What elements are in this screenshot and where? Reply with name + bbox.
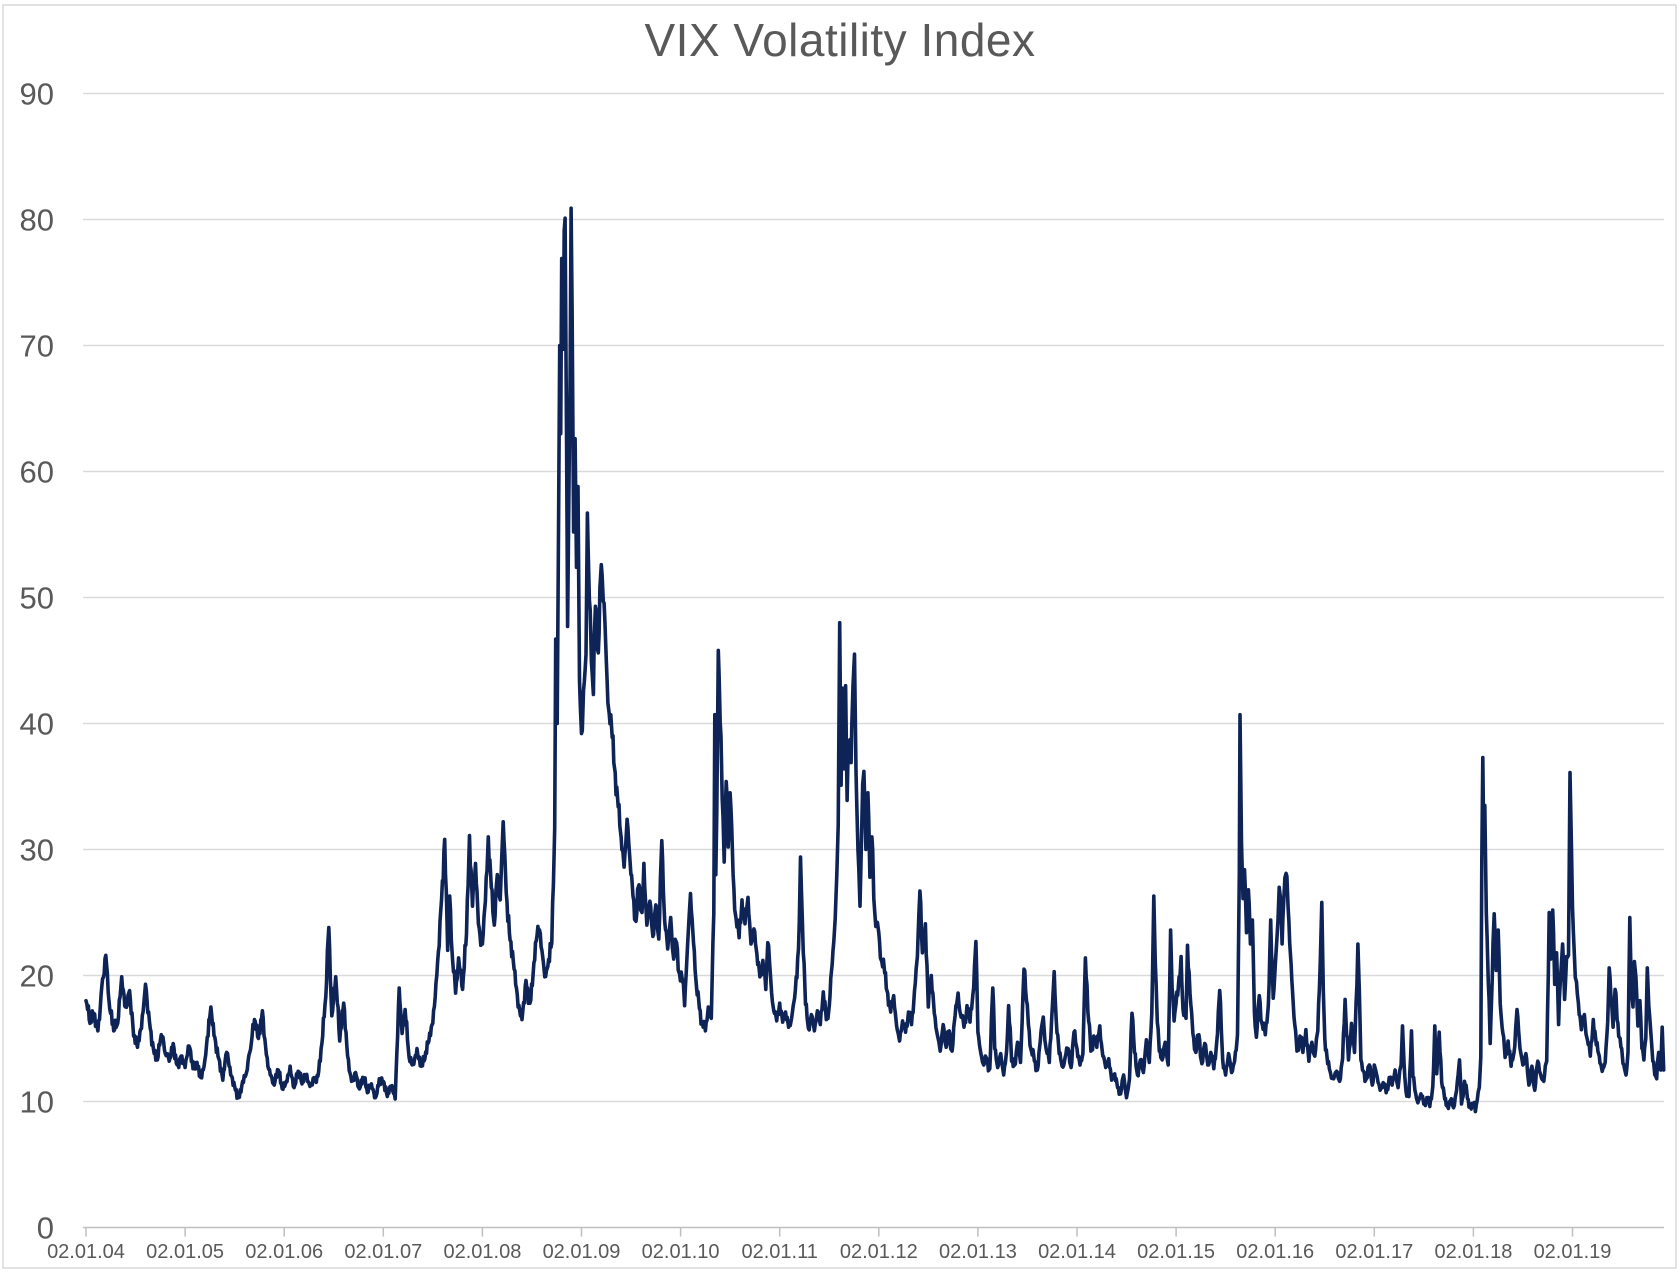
y-axis-tick-label: 20 xyxy=(20,959,54,994)
x-axis-tick-label: 02.01.19 xyxy=(1534,1241,1612,1263)
y-axis-tick-label: 70 xyxy=(20,329,54,364)
x-axis-tick-label: 02.01.18 xyxy=(1434,1241,1512,1263)
y-axis-tick-label: 30 xyxy=(20,833,54,868)
y-axis-tick-label: 40 xyxy=(20,707,54,742)
y-axis-tick-label: 90 xyxy=(20,77,54,112)
x-axis-tick-label: 02.01.11 xyxy=(742,1241,818,1263)
x-axis-tick-label: 02.01.10 xyxy=(642,1241,720,1263)
chart-title: VIX Volatility Index xyxy=(644,14,1036,66)
x-axis-tick-label: 02.01.05 xyxy=(146,1241,224,1263)
y-axis-tick-label: 10 xyxy=(20,1085,54,1120)
y-axis-tick-label: 50 xyxy=(20,581,54,616)
y-axis-tick-label: 60 xyxy=(20,455,54,490)
x-axis-tick-label: 02.01.06 xyxy=(245,1241,323,1263)
vix-series-line xyxy=(84,206,1666,1114)
y-axis-tick-label: 80 xyxy=(20,203,54,238)
chart-frame xyxy=(2,4,1677,1269)
y-axis-tick-label: 0 xyxy=(37,1211,54,1246)
x-axis-tick-label: 02.01.13 xyxy=(939,1241,1017,1263)
x-axis-tick-label: 02.01.04 xyxy=(47,1241,125,1263)
x-axis-tick-label: 02.01.09 xyxy=(543,1241,621,1263)
x-axis-tick-label: 02.01.14 xyxy=(1038,1241,1116,1263)
x-axis-tick-label: 02.01.15 xyxy=(1137,1241,1215,1263)
x-axis-tick-label: 02.01.17 xyxy=(1335,1241,1413,1263)
x-axis-tick-label: 02.01.07 xyxy=(344,1241,422,1263)
x-axis-tick-label: 02.01.16 xyxy=(1236,1241,1314,1263)
x-axis-tick-label: 02.01.12 xyxy=(840,1241,918,1263)
x-axis-tick-label: 02.01.08 xyxy=(443,1241,521,1263)
